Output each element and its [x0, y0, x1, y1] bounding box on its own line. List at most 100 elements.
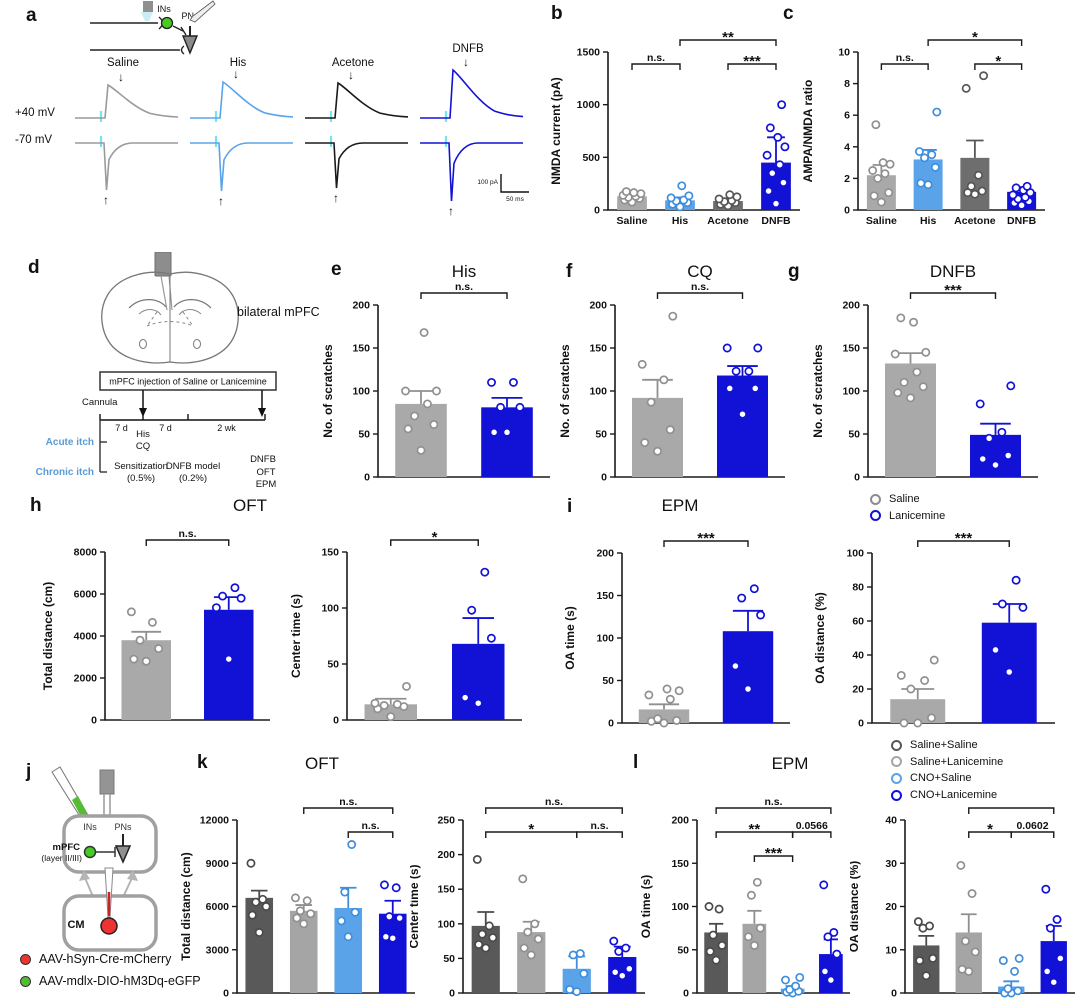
chronic-item-label: Sensitization: [114, 461, 168, 472]
data-point: [518, 874, 528, 884]
trace-top: [75, 83, 179, 119]
data-point: [762, 150, 772, 160]
y-tick-label: 200: [589, 300, 607, 312]
bar-saline: [395, 403, 447, 477]
data-point: [246, 858, 256, 868]
data-point: [880, 169, 890, 179]
legend-item: CNO+Lanicemine: [891, 789, 1003, 802]
data-point: [778, 178, 788, 188]
data-point: [350, 907, 360, 917]
data-point: [899, 377, 909, 387]
data-point: [530, 919, 540, 929]
y-tick-label: 50: [677, 944, 689, 956]
data-point: [481, 943, 491, 953]
significance-label: *: [995, 53, 1001, 70]
legend-label: Saline: [889, 493, 920, 505]
segment-label: 7 d: [159, 423, 172, 433]
data-point: [154, 644, 164, 654]
ins-label: INs: [157, 4, 171, 14]
panel-e-label: e: [331, 259, 342, 280]
data-point: [1014, 953, 1024, 963]
data-point: [1011, 183, 1021, 193]
data-point: [737, 593, 747, 603]
chart-svg-g: 0 50 100 150 200 No. of scratches DNFB***: [811, 262, 1038, 484]
panel-k-label: k: [197, 752, 208, 773]
data-point: [749, 584, 759, 594]
panel-h-label: h: [30, 495, 42, 516]
data-point: [230, 583, 240, 593]
data-point: [575, 949, 585, 959]
condition-label: Acetone: [332, 57, 374, 69]
data-point: [890, 349, 900, 359]
bar-saline: [885, 363, 936, 477]
data-point: [915, 956, 925, 966]
trace-bottom: [190, 142, 293, 192]
data-point: [488, 933, 498, 943]
data-point: [975, 399, 985, 409]
y-tick-label: 50: [602, 675, 614, 687]
bar-cno-lanicemine: [378, 913, 407, 993]
segment-label: 2 wk: [217, 423, 236, 433]
y-tick-label: 200: [671, 815, 689, 827]
data-point: [795, 972, 805, 982]
data-point: [717, 940, 727, 950]
panel-a-label: a: [26, 5, 37, 26]
significance-label: n.s.: [361, 820, 379, 832]
data-point: [732, 192, 742, 202]
data-point: [472, 854, 482, 864]
data-point: [920, 676, 930, 685]
data-point: [379, 700, 389, 710]
peak-arrow-icon: ↓: [233, 67, 239, 81]
pyramidal-neuron-icon: [114, 845, 132, 864]
x-category-label: His: [920, 215, 937, 227]
data-point: [1013, 986, 1023, 996]
y-axis-label: OA distance (%): [813, 592, 827, 684]
pns-label: PNs: [114, 822, 132, 832]
data-point: [384, 912, 394, 922]
y-tick-label: 50: [595, 429, 607, 441]
cm-label: CM: [67, 919, 84, 931]
y-tick-label: 0: [223, 988, 229, 1000]
data-point: [392, 699, 402, 709]
data-point: [665, 425, 675, 435]
holding-potential-plus40-label: +40 mV: [15, 107, 55, 119]
data-point: [477, 929, 487, 939]
data-point: [402, 681, 411, 691]
data-point: [429, 420, 439, 429]
data-point: [135, 635, 145, 645]
bar-lanicemine: [481, 407, 533, 477]
y-tick-label: 30: [885, 858, 897, 870]
y-tick-label: 50: [848, 429, 860, 441]
ephys-traces: Saline ↓ ↑ His ↓ ↑ Acetone ↓ ↑ DNFB ↓ ↑ 100 pA 50 ms: [55, 38, 560, 238]
data-point: [974, 170, 983, 180]
condition-label: DNFB: [452, 43, 484, 55]
y-tick-label: 3000: [206, 944, 230, 956]
significance-bracket: [753, 855, 794, 862]
data-point: [927, 713, 936, 723]
data-point: [928, 953, 938, 963]
data-point: [489, 427, 499, 437]
data-point: [401, 386, 410, 396]
data-point: [921, 347, 931, 357]
data-point: [508, 377, 518, 387]
data-point: [832, 949, 842, 959]
oft-title-k: OFT: [305, 754, 339, 773]
y-tick-label: 2000: [74, 673, 98, 685]
data-point: [1004, 667, 1014, 677]
y-tick-label: 40: [885, 815, 897, 827]
data-point: [474, 940, 484, 950]
data-point: [705, 947, 715, 956]
injection-box-label: mPFC injection of Saline or Lanicemine: [109, 377, 267, 387]
condition-label: Saline: [107, 57, 139, 69]
y-tick-label: 150: [352, 343, 370, 355]
ventricle-right: [178, 309, 202, 316]
data-point: [714, 904, 724, 914]
significance-bracket: [390, 539, 479, 546]
data-point: [912, 367, 922, 377]
chart-oft-total-distance: 0 2000 4000 6000 8000 Total distance (cm) n.s.: [30, 490, 282, 738]
data-point: [523, 927, 533, 937]
data-point: [1010, 966, 1019, 976]
data-point: [519, 943, 529, 953]
